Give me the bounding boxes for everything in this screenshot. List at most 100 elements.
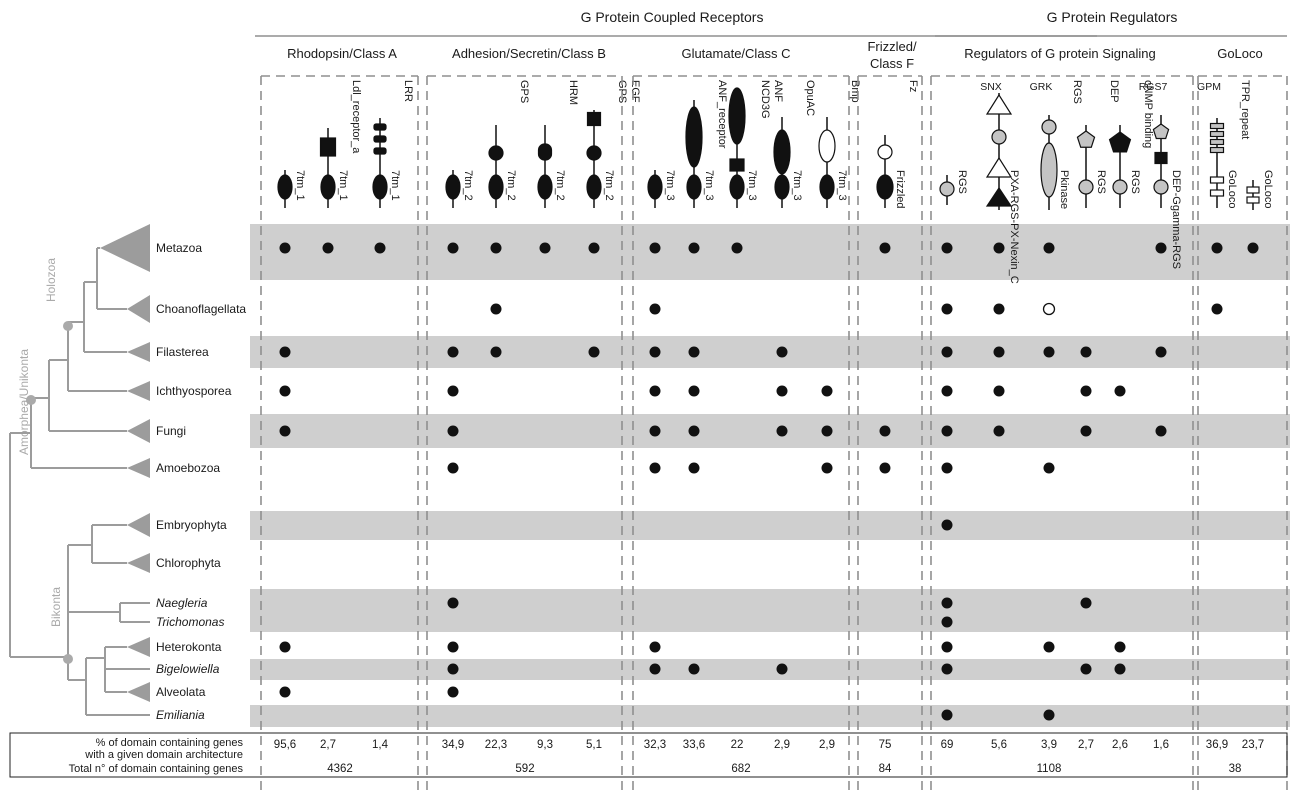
clade-bikonta: Bikonta [49, 587, 63, 627]
row-band [250, 336, 1290, 368]
presence-dot [1043, 709, 1055, 721]
taxon-heterokonta: Heterokonta [156, 640, 222, 654]
taxon-ichthyosporea: Ichthyosporea [156, 384, 232, 398]
col-rgs7-pct: 1,6 [1153, 739, 1169, 751]
col-frizzled-label: Fz [907, 80, 919, 92]
col-dep-label: RGS [1095, 170, 1107, 194]
col-ncd3g-pct: 22 [731, 739, 744, 751]
taxon-labels: Metazoa Choanoflagellata Filasterea Ichthyo… [156, 241, 246, 722]
presence-dot [688, 242, 700, 254]
col-grk-label: RGS [1071, 80, 1083, 104]
phylogenetic-tree: Holozoa Amorphea/Unikonta Bikonta [9, 224, 150, 716]
domain-glyphs: 7tm_1 Ldl_receptor_a 7tm_1 LRR 7tm_1 7tm_2 GPS… [277, 80, 1274, 284]
taxon-trichomonas: Trichomonas [156, 615, 224, 629]
col-7tm3-a-pct: 32,3 [644, 739, 666, 751]
presence-dot [688, 425, 700, 437]
col-hrm-pct: 9,3 [537, 739, 553, 751]
taxon-chlorophyta: Chlorophyta [156, 556, 221, 570]
presence-dot [322, 242, 334, 254]
presence-dot [539, 242, 551, 254]
presence-dot [941, 242, 953, 254]
taxon-choanoflagellata: Choanoflagellata [156, 302, 246, 316]
presence-dot [993, 385, 1005, 397]
presence-dot [1155, 346, 1167, 358]
presence-dot [447, 462, 459, 474]
presence-dot [688, 346, 700, 358]
row-band [250, 414, 1290, 448]
col-egf-label: 7tm_2 [603, 170, 615, 201]
presence-dot [374, 242, 386, 254]
presence-dot [447, 686, 459, 698]
presence-dot [821, 462, 833, 474]
collapsed-clade [127, 381, 150, 401]
presence-dot [279, 686, 291, 698]
presence-dot [941, 519, 953, 531]
presence-dot [941, 346, 953, 358]
presence-dot [588, 242, 600, 254]
presence-dot [447, 425, 459, 437]
col-anf-label: 7tm_3 [703, 170, 715, 201]
col-lrr-pct: 1,4 [372, 739, 389, 751]
presence-dot [447, 385, 459, 397]
taxon-amoebozoa: Amoebozoa [156, 461, 220, 475]
presence-dot [941, 385, 953, 397]
col-rgs7-group-label: RGS7 [1139, 81, 1168, 93]
presence-dot [447, 597, 459, 609]
col-opuac-label: OpuAC [804, 80, 816, 116]
presence-dot [1080, 597, 1092, 609]
taxon-naegleria: Naegleria [156, 596, 208, 610]
col-grk-pct: 3,9 [1041, 739, 1057, 751]
presence-dot [688, 663, 700, 675]
col-snx-pct: 5,6 [991, 739, 1007, 751]
col-7tm2-a-pct: 34,9 [442, 739, 464, 751]
presence-dot [279, 346, 291, 358]
presence-dot [649, 242, 661, 254]
col-7tm3-a-label: 7tm_3 [664, 170, 676, 201]
col-rgs7-label: DEP-Ggamma-RGS [1170, 170, 1182, 269]
class-rgs: Regulators of G protein Signaling [964, 46, 1156, 61]
summary-box [9, 732, 1288, 778]
presence-dot [279, 425, 291, 437]
presence-dot [279, 641, 291, 653]
presence-dot [821, 385, 833, 397]
presence-dot [279, 385, 291, 397]
collapsed-clade [127, 553, 150, 573]
col-ldl-label: Ldl_receptor_a [350, 80, 362, 154]
taxon-filasterea: Filasterea [156, 345, 209, 359]
total-0: 4362 [327, 763, 353, 775]
presence-dots [279, 242, 1259, 721]
presence-dot [731, 242, 743, 254]
col-grk-label: Pkinase [1058, 170, 1070, 209]
collapsed-clade [127, 682, 150, 702]
col-hrm-label: 7tm_2 [554, 170, 566, 201]
presence-dot [1114, 641, 1126, 653]
presence-dot [941, 597, 953, 609]
clade-node [26, 395, 36, 405]
collapsed-clade [127, 637, 150, 657]
presence-dot [490, 303, 502, 315]
col-dep-label: DEP [1108, 80, 1120, 103]
col-frizzled-pct: 75 [879, 739, 892, 751]
col-anf-label: ANF_receptor [716, 80, 728, 149]
taxon-alveolata: Alveolata [156, 685, 206, 699]
presence-dot [941, 663, 953, 675]
col-goloco-label: GoLoco [1262, 170, 1274, 209]
presence-dot [776, 425, 788, 437]
col-goloco-pct: 23,7 [1242, 739, 1264, 751]
class-rhodopsin: Rhodopsin/Class A [287, 46, 397, 61]
clade-node [63, 321, 73, 331]
presence-dot [649, 303, 661, 315]
presence-dot [941, 425, 953, 437]
col-ncd3g-label: NCD3G [759, 80, 771, 119]
clade-holozoa: Holozoa [44, 258, 58, 302]
presence-dot [993, 346, 1005, 358]
presence-dot [649, 462, 661, 474]
total-2: 682 [731, 763, 750, 775]
presence-dot [1247, 242, 1259, 254]
class-adhesion: Adhesion/Secretin/Class B [452, 46, 606, 61]
pct-label-line1: % of domain containing genes [96, 737, 244, 749]
presence-dot [821, 425, 833, 437]
row-band [250, 511, 1290, 540]
row-band [250, 659, 1290, 680]
